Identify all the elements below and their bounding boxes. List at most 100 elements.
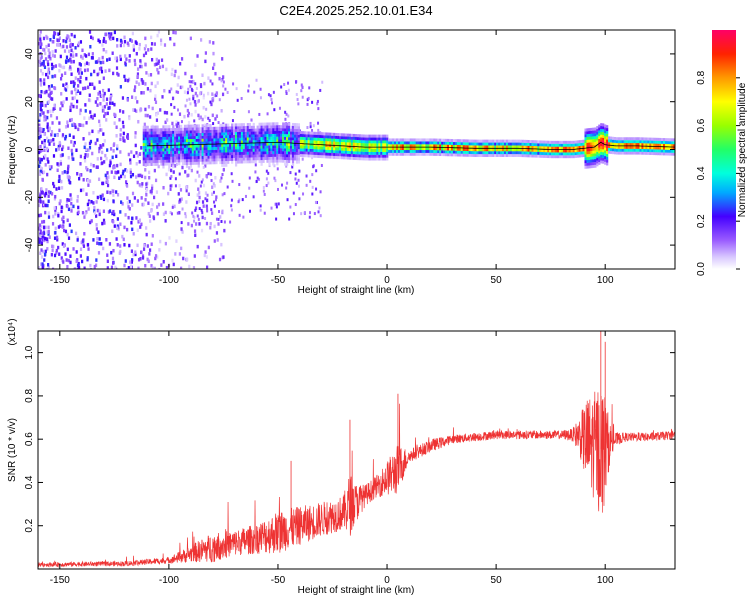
heat-cell: [592, 130, 595, 134]
heat-cell: [154, 154, 157, 158]
heat-cell: [221, 57, 224, 61]
heat-cell: [223, 192, 226, 196]
heat-cell: [189, 156, 193, 160]
heat-cell: [415, 147, 418, 151]
heat-cell: [57, 42, 60, 47]
heat-cell: [604, 141, 607, 145]
heat-cell: [126, 41, 129, 46]
heat-cell: [282, 151, 285, 155]
heat-cell: [384, 151, 387, 155]
heat-cell: [529, 148, 532, 152]
heat-cell: [613, 139, 617, 143]
heat-cell: [529, 151, 532, 155]
heat-cell: [219, 138, 222, 142]
heat-cell: [221, 129, 224, 133]
heat-cell: [242, 143, 246, 147]
heat-cell: [376, 146, 379, 150]
heat-cell: [331, 155, 334, 159]
heat-cell: [93, 211, 97, 215]
heat-cell: [270, 133, 273, 137]
heat-cell: [288, 145, 291, 149]
heat-cell: [160, 128, 163, 132]
heat-cell: [97, 38, 100, 43]
heat-cell: [452, 141, 456, 145]
heat-cell: [584, 157, 587, 161]
heat-cell: [572, 149, 575, 153]
heat-cell: [168, 136, 171, 140]
heat-cell: [116, 163, 119, 168]
heat-cell: [574, 143, 577, 147]
heat-cell: [284, 145, 287, 149]
heat-cell: [551, 149, 554, 153]
heat-cell: [606, 139, 609, 143]
heat-cell: [615, 140, 619, 144]
heat-cell: [266, 133, 269, 137]
heat-cell: [183, 150, 187, 154]
heat-cell: [210, 211, 214, 215]
heat-cell: [488, 145, 491, 149]
heat-cell: [152, 134, 155, 138]
heat-cell: [545, 146, 548, 150]
heat-cell: [203, 81, 206, 86]
heat-cell: [586, 131, 589, 135]
heat-cell: [172, 165, 175, 169]
heat-cell: [172, 148, 175, 152]
heat-cell: [609, 142, 613, 146]
heat-cell: [141, 256, 145, 260]
heat-cell: [537, 146, 540, 150]
heat-cell: [625, 142, 628, 146]
heat-cell: [223, 152, 226, 156]
heat-cell: [470, 153, 473, 157]
heat-cell: [590, 130, 593, 134]
heat-cell: [142, 202, 145, 207]
heat-cell: [568, 146, 571, 150]
heat-cell: [203, 144, 206, 148]
heat-cell: [323, 132, 326, 136]
heat-cell: [372, 151, 375, 155]
heat-cell: [79, 91, 82, 95]
heat-cell: [490, 153, 493, 157]
heat-cell: [154, 254, 158, 258]
heat-cell: [217, 132, 220, 136]
heat-cell: [317, 121, 320, 125]
heat-cell: [66, 247, 69, 252]
heat-cell: [150, 35, 153, 40]
heat-cell: [562, 152, 566, 156]
heat-cell: [49, 166, 52, 171]
heat-cell: [77, 67, 80, 72]
heat-cell: [460, 147, 463, 151]
heat-cell: [419, 152, 422, 156]
heat-cell: [339, 153, 342, 157]
heat-cell: [590, 136, 593, 140]
heat-cell: [655, 143, 658, 147]
heat-cell: [286, 159, 289, 163]
heat-cell: [405, 141, 409, 145]
heat-cell: [150, 42, 154, 46]
heat-cell: [139, 225, 142, 229]
heat-cell: [221, 143, 224, 147]
heat-cell: [85, 54, 88, 58]
heat-cell: [273, 176, 276, 180]
heat-cell: [229, 134, 232, 138]
heat-cell: [229, 146, 232, 150]
heat-cell: [154, 148, 157, 152]
heat-cell: [386, 157, 389, 161]
heat-cell: [66, 84, 69, 89]
heat-cell: [209, 132, 212, 136]
heat-cell: [227, 149, 230, 153]
heat-cell: [68, 198, 71, 202]
heat-cell: [40, 129, 43, 134]
heat-cell: [196, 54, 199, 58]
heat-cell: [592, 164, 595, 168]
heat-cell: [58, 186, 61, 191]
heat-cell: [196, 244, 199, 249]
heat-cell: [350, 139, 354, 143]
heat-cell: [147, 201, 150, 205]
heat-cell: [350, 156, 354, 160]
heat-cell: [122, 110, 125, 114]
heat-cell: [182, 256, 185, 261]
heat-cell: [84, 109, 87, 113]
heat-cell: [219, 152, 222, 156]
heat-cell: [246, 137, 249, 141]
heat-cell: [71, 43, 74, 47]
